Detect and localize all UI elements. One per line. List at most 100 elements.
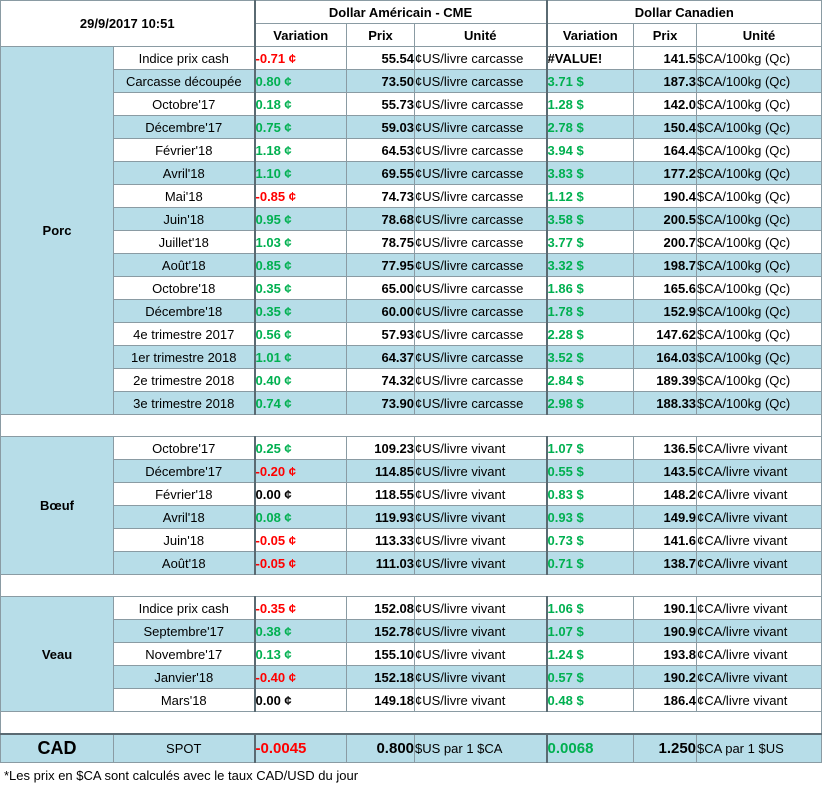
usd-unit: ¢US/livre carcasse xyxy=(414,69,548,93)
cad-price: 148.2 xyxy=(633,482,698,506)
cad-price: 200.5 xyxy=(633,207,698,231)
cad-price: 198.7 xyxy=(633,253,698,277)
usd-variation: -0.35 ¢ xyxy=(253,596,348,620)
section-gap-2 xyxy=(0,574,822,597)
cad-variation: 1.86 $ xyxy=(545,276,635,300)
usd-price: 73.50 xyxy=(346,69,416,93)
section-gap-1 xyxy=(0,414,822,437)
table-row: Février'18 0.00 ¢ 118.55 ¢US/livre vivant 0.… xyxy=(1,482,822,506)
cad-variation: 0.93 $ xyxy=(545,505,635,529)
cad-category-label: CAD xyxy=(0,733,114,763)
cad-unit: $CA/100kg (Qc) xyxy=(696,46,822,70)
usd-unit: ¢US/livre vivant xyxy=(414,528,548,552)
usd-price: 73.90 xyxy=(346,391,416,415)
cad-unit: $CA/100kg (Qc) xyxy=(696,184,822,208)
row-label: Mars'18 xyxy=(112,688,256,712)
row-label: Avril'18 xyxy=(112,505,256,529)
row-label: Février'18 xyxy=(112,482,256,506)
row-label: Carcasse découpée xyxy=(112,69,256,93)
cad-unit: $CA/100kg (Qc) xyxy=(696,299,822,323)
row-label: Janvier'18 xyxy=(112,665,256,689)
table-row: 1er trimestre 2018 1.01 ¢ 64.37 ¢US/livre c… xyxy=(1,345,822,369)
usd-variation: 0.40 ¢ xyxy=(253,368,348,392)
usd-variation: 0.08 ¢ xyxy=(253,505,348,529)
table-row: Juin'18 -0.05 ¢ 113.33 ¢US/livre vivant 0.73… xyxy=(1,528,822,552)
cad-unit: $CA/100kg (Qc) xyxy=(696,69,822,93)
usd-variation: 0.56 ¢ xyxy=(253,322,348,346)
table-row: Juin'18 0.95 ¢ 78.68 ¢US/livre carcasse 3.58… xyxy=(1,207,822,231)
usd-variation: -0.71 ¢ xyxy=(253,46,348,70)
usd-price: 155.10 xyxy=(346,642,416,666)
usd-unit: ¢US/livre carcasse xyxy=(414,92,548,116)
row-label: Décembre'17 xyxy=(112,459,256,483)
row-label: Avril'18 xyxy=(112,161,256,185)
table-row: Juillet'18 1.03 ¢ 78.75 ¢US/livre carcasse 3… xyxy=(1,230,822,254)
cad-variation: 1.06 $ xyxy=(545,596,635,620)
usd-price: 0.800 xyxy=(346,733,416,763)
usd-variation: -0.05 ¢ xyxy=(253,551,348,575)
cad-price: 136.5 xyxy=(633,436,698,460)
usd-price: 65.00 xyxy=(346,276,416,300)
usd-unit: ¢US/livre vivant xyxy=(414,665,548,689)
cad-variation: 1.78 $ xyxy=(545,299,635,323)
cad-price: 141.5 xyxy=(633,46,698,70)
row-label: SPOT xyxy=(112,733,256,763)
usd-price: 109.23 xyxy=(346,436,416,460)
cad-price: 164.03 xyxy=(633,345,698,369)
usd-price: 78.75 xyxy=(346,230,416,254)
cad-price: 150.4 xyxy=(633,115,698,139)
usd-unit: ¢US/livre carcasse xyxy=(414,299,548,323)
usd-variation: -0.20 ¢ xyxy=(253,459,348,483)
cad-unit: ¢CA/livre vivant xyxy=(696,551,822,575)
table-row: Décembre'17 0.75 ¢ 59.03 ¢US/livre carcasse… xyxy=(1,115,822,139)
row-label: 2e trimestre 2018 xyxy=(112,368,256,392)
cad-price: 141.6 xyxy=(633,528,698,552)
cad-variation: 2.78 $ xyxy=(545,115,635,139)
usd-price: 152.18 xyxy=(346,665,416,689)
usd-variation: -0.0045 xyxy=(253,733,348,763)
usd-unit: ¢US/livre carcasse xyxy=(414,391,548,415)
usd-variation: 0.00 ¢ xyxy=(253,688,348,712)
cad-price: 143.5 xyxy=(633,459,698,483)
usd-price: 57.93 xyxy=(346,322,416,346)
table-row: Avril'18 1.10 ¢ 69.55 ¢US/livre carcasse 3.8… xyxy=(1,161,822,185)
table-row: Porc Indice prix cash -0.71 ¢ 55.54 ¢US/livr… xyxy=(0,46,822,415)
cad-price: 1.250 xyxy=(633,733,698,763)
cad-unit: ¢CA/livre vivant xyxy=(696,505,822,529)
cad-price: 193.8 xyxy=(633,642,698,666)
row-label: Août'18 xyxy=(112,551,256,575)
row-label: Indice prix cash xyxy=(112,596,256,620)
usd-unit: ¢US/livre carcasse xyxy=(414,276,548,300)
usd-variation: 0.35 ¢ xyxy=(253,299,348,323)
usd-variation: 0.18 ¢ xyxy=(253,92,348,116)
row-label: 3e trimestre 2018 xyxy=(112,391,256,415)
row-label: Mai'18 xyxy=(112,184,256,208)
usd-unit: ¢US/livre carcasse xyxy=(414,345,548,369)
cad-price: 152.9 xyxy=(633,299,698,323)
usd-variation: 1.01 ¢ xyxy=(253,345,348,369)
usd-variation: 1.03 ¢ xyxy=(253,230,348,254)
usd-col-variation: Variation xyxy=(253,23,348,47)
usd-variation: 0.00 ¢ xyxy=(253,482,348,506)
cad-unit: ¢CA/livre vivant xyxy=(696,436,822,460)
cad-unit: ¢CA/livre vivant xyxy=(696,619,822,643)
row-label: 4e trimestre 2017 xyxy=(112,322,256,346)
table-row: Octobre'18 0.35 ¢ 65.00 ¢US/livre carcasse 1… xyxy=(1,276,822,300)
table-row: Bœuf Octobre'17 0.25 ¢ 109.23 ¢US/livre viva… xyxy=(0,436,822,575)
cad-price: 165.6 xyxy=(633,276,698,300)
usd-price: 60.00 xyxy=(346,299,416,323)
row-label: Septembre'17 xyxy=(112,619,256,643)
cad-unit: $CA/100kg (Qc) xyxy=(696,161,822,185)
usd-price: 149.18 xyxy=(346,688,416,712)
cad-variation: 3.94 $ xyxy=(545,138,635,162)
row-label: Décembre'17 xyxy=(112,115,256,139)
cad-variation: 0.73 $ xyxy=(545,528,635,552)
usd-price: 64.37 xyxy=(346,345,416,369)
table-row: Septembre'17 0.38 ¢ 152.78 ¢US/livre vivant… xyxy=(1,619,822,643)
usd-unit: ¢US/livre carcasse xyxy=(414,322,548,346)
cad-price: 147.62 xyxy=(633,322,698,346)
row-label: Octobre'17 xyxy=(112,92,256,116)
usd-unit: ¢US/livre carcasse xyxy=(414,138,548,162)
cad-col-unite: Unité xyxy=(696,23,822,47)
table-row: 2e trimestre 2018 0.40 ¢ 74.32 ¢US/livre ca… xyxy=(1,368,822,392)
